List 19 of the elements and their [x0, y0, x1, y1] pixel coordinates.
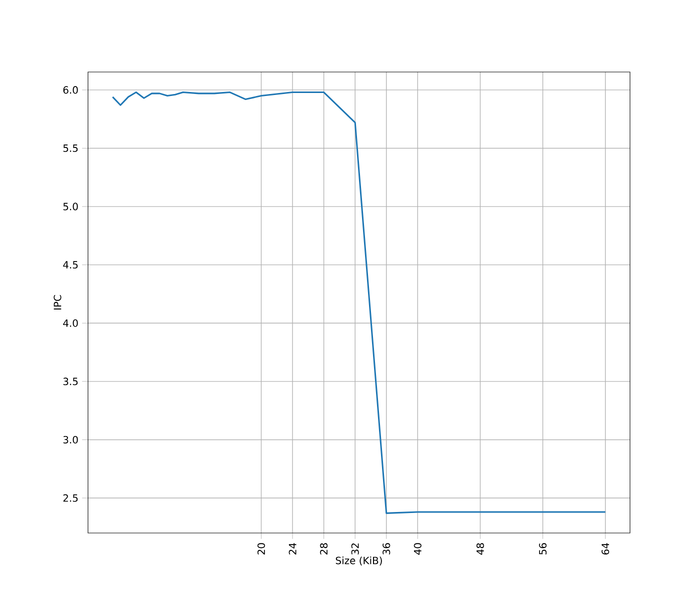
- y-tick-label: 4.5: [63, 261, 78, 269]
- x-axis-title: Size (KiB): [336, 556, 382, 566]
- y-tick-label: 6.0: [63, 86, 78, 94]
- y-tick-label: 3.0: [63, 436, 78, 444]
- x-tick-label: 24: [288, 543, 296, 554]
- x-tick-label: 64: [602, 543, 610, 554]
- y-tick-label: 3.5: [63, 378, 78, 386]
- x-tick-label: 28: [320, 543, 328, 554]
- y-axis-title: IPC: [54, 295, 62, 310]
- x-tick-label: 48: [476, 543, 484, 555]
- x-tick-label: 32: [351, 544, 359, 554]
- x-tick-label: 40: [414, 543, 422, 555]
- y-tick-label: 5.0: [63, 202, 78, 210]
- x-tick-label: 36: [382, 543, 390, 554]
- x-tick-label: 56: [539, 543, 547, 554]
- y-tick-label: 2.5: [63, 494, 78, 502]
- y-tick-label: 4.0: [63, 319, 78, 327]
- y-tick-label: 5.5: [63, 144, 78, 152]
- x-tick-label: 20: [257, 543, 265, 554]
